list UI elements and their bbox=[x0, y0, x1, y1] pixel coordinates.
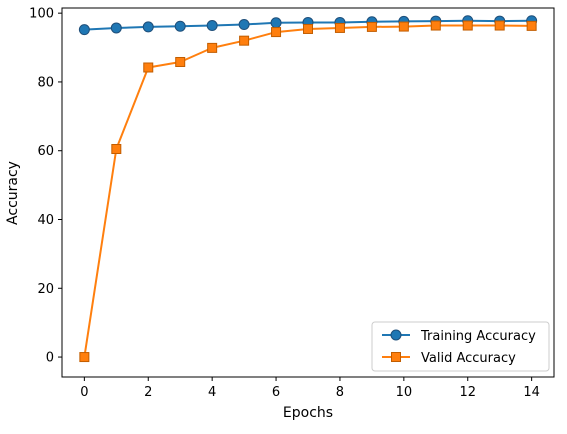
legend-label-valid: Valid Accuracy bbox=[421, 351, 516, 366]
series-point-0 bbox=[270, 17, 282, 29]
x-tick-label: 2 bbox=[144, 385, 152, 400]
series-point-1 bbox=[175, 56, 186, 67]
y-tick-label: 0 bbox=[46, 351, 54, 366]
series-point-1 bbox=[430, 20, 441, 31]
series-point-0 bbox=[78, 24, 90, 36]
series-point-1 bbox=[303, 23, 313, 34]
legend: Training Accuracy Valid Accuracy bbox=[371, 321, 550, 372]
series-point-1 bbox=[366, 21, 377, 32]
y-tick-label: 40 bbox=[37, 213, 54, 228]
x-axis: 0 2 4 6 8 10 12 14 bbox=[80, 377, 540, 400]
y-tick-label: 80 bbox=[37, 75, 54, 90]
legend-label-training: Training Accuracy bbox=[420, 329, 536, 344]
series-point-0 bbox=[238, 19, 250, 31]
series-point-1 bbox=[143, 62, 154, 73]
series-point-1 bbox=[526, 20, 537, 31]
legend-marker-valid bbox=[391, 352, 401, 362]
x-tick-label: 8 bbox=[336, 385, 344, 400]
y-tick-label: 20 bbox=[37, 282, 54, 297]
legend-marker-training bbox=[390, 329, 402, 341]
series-point-1 bbox=[334, 22, 345, 33]
series-point-1 bbox=[271, 27, 282, 38]
series-point-1 bbox=[239, 35, 250, 46]
x-tick-label: 4 bbox=[208, 385, 216, 400]
series-point-1 bbox=[111, 143, 122, 154]
x-tick-label: 14 bbox=[523, 385, 540, 400]
series-point-1 bbox=[79, 352, 90, 363]
series-point-0 bbox=[206, 20, 218, 32]
series-point-1 bbox=[462, 20, 473, 31]
x-tick-label: 0 bbox=[80, 385, 88, 400]
series-point-1 bbox=[398, 21, 409, 32]
legend-box bbox=[371, 321, 550, 372]
series-layer bbox=[78, 15, 538, 363]
series-point-0 bbox=[110, 22, 122, 34]
plot-frame bbox=[61, 7, 555, 378]
x-axis-label: Epochs bbox=[283, 405, 333, 421]
x-tick-label: 10 bbox=[396, 385, 413, 400]
y-tick-label: 100 bbox=[29, 7, 54, 22]
series-point-1 bbox=[207, 42, 218, 53]
y-axis: 0 20 40 60 80 100 bbox=[29, 7, 62, 366]
y-axis-label: Accuracy bbox=[5, 161, 21, 225]
x-tick-label: 6 bbox=[272, 385, 280, 400]
series-point-0 bbox=[174, 20, 186, 32]
y-tick-label: 60 bbox=[37, 144, 54, 159]
series-point-1 bbox=[494, 20, 505, 31]
x-tick-label: 12 bbox=[459, 385, 476, 400]
series-point-0 bbox=[142, 21, 154, 33]
